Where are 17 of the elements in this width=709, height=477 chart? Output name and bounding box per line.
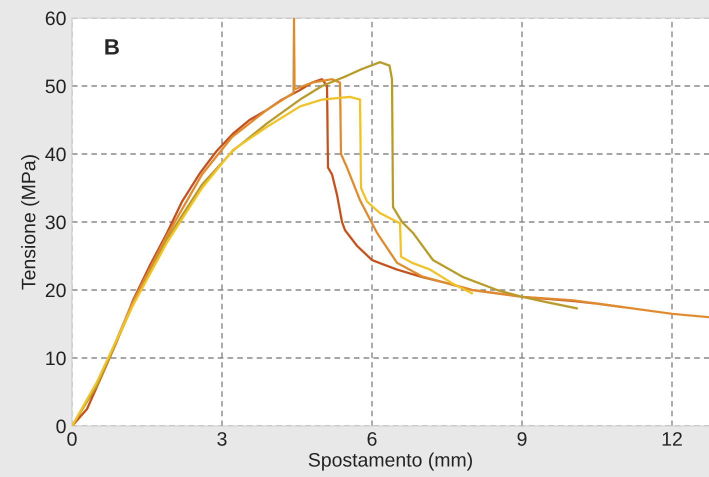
x-tick-label: 12 (662, 432, 682, 446)
annotation: B (105, 39, 119, 55)
line-series (72, 18, 709, 426)
y-tick-label: 60 (46, 11, 66, 26)
y-tick-label: 30 (46, 215, 66, 230)
y-axis-title: Tensione (MPa) (21, 155, 40, 290)
x-tick-label: 3 (217, 432, 227, 446)
line-series (72, 96, 474, 426)
y-tick-label: 50 (46, 79, 66, 94)
x-tick-label: 0 (67, 432, 77, 446)
x-tick-label: 9 (518, 432, 526, 446)
y-tick-label: 40 (45, 147, 66, 162)
x-tick-label: 6 (368, 432, 377, 446)
x-axis-title: Spostamento (mm) (308, 452, 472, 471)
y-tick-label: 20 (46, 283, 66, 298)
y-tick-label: 0 (56, 419, 66, 434)
y-tick-label: 10 (46, 351, 66, 366)
